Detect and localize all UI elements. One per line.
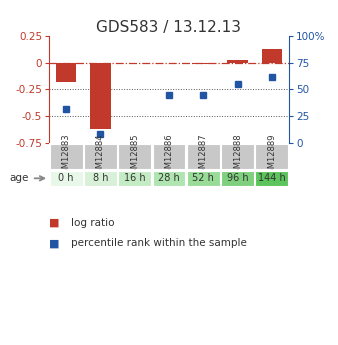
Text: age: age (9, 173, 44, 183)
Bar (118, 144, 151, 169)
Bar (262, 49, 282, 63)
Text: 52 h: 52 h (192, 173, 214, 183)
Bar (50, 171, 82, 186)
Text: log ratio: log ratio (71, 218, 115, 227)
Bar (84, 144, 117, 169)
Bar (193, 63, 214, 64)
Text: GSM12885: GSM12885 (130, 133, 139, 179)
Bar (221, 144, 254, 169)
Bar (50, 144, 82, 169)
Text: GSM12888: GSM12888 (233, 133, 242, 179)
Text: GSM12884: GSM12884 (96, 133, 105, 179)
Bar (227, 60, 248, 63)
Text: GSM12887: GSM12887 (199, 133, 208, 179)
Bar (84, 171, 117, 186)
Bar (187, 171, 220, 186)
Bar (152, 171, 186, 186)
Text: 0 h: 0 h (58, 173, 74, 183)
Text: ■: ■ (49, 238, 59, 248)
Text: GSM12883: GSM12883 (62, 133, 71, 179)
Bar (256, 171, 288, 186)
Bar (56, 63, 76, 82)
Text: 96 h: 96 h (227, 173, 248, 183)
Text: 8 h: 8 h (93, 173, 108, 183)
Text: percentile rank within the sample: percentile rank within the sample (71, 238, 247, 248)
Bar (187, 144, 220, 169)
Bar (118, 171, 151, 186)
Bar (152, 144, 186, 169)
Text: 16 h: 16 h (124, 173, 146, 183)
Title: GDS583 / 13.12.13: GDS583 / 13.12.13 (97, 20, 241, 35)
Bar (256, 144, 288, 169)
Bar (221, 171, 254, 186)
Text: GSM12886: GSM12886 (165, 133, 173, 179)
Text: 144 h: 144 h (258, 173, 286, 183)
Text: ■: ■ (49, 218, 59, 227)
Text: GSM12889: GSM12889 (267, 133, 276, 179)
Bar (90, 63, 111, 129)
Text: 28 h: 28 h (158, 173, 180, 183)
